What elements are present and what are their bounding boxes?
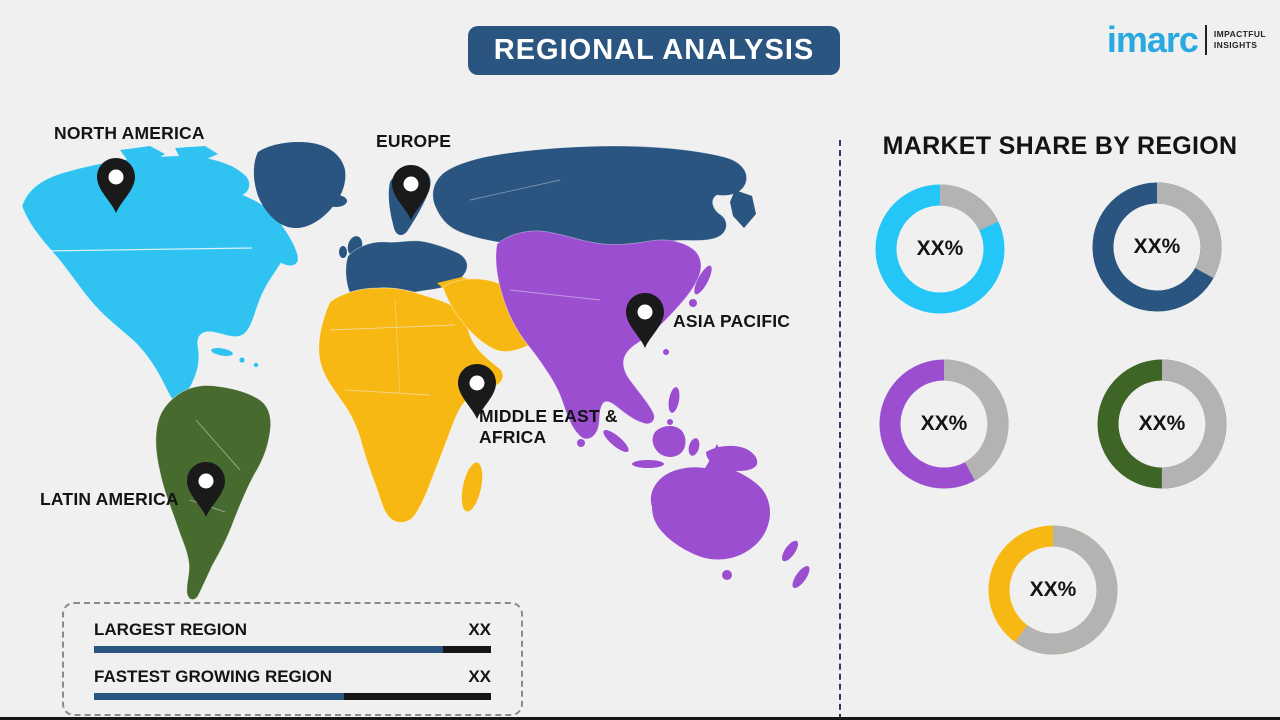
donut-value: XX%	[1138, 412, 1186, 435]
key-bar-fastest	[94, 693, 491, 700]
key-label: LARGEST REGION	[94, 620, 248, 639]
label-europe: EUROPE	[376, 131, 452, 151]
key-value: XX	[468, 620, 491, 639]
panel-divider	[839, 140, 841, 720]
region-north-america	[21, 146, 299, 418]
map-pin-middle-east-africa	[458, 364, 496, 419]
map-pin-asia-pacific	[626, 293, 664, 348]
label-north-america: NORTH AMERICA	[54, 123, 205, 143]
market-share-heading: MARKET SHARE BY REGION	[882, 132, 1238, 160]
key-bar-largest	[94, 646, 491, 653]
donut-north-america: XX%	[875, 184, 1005, 314]
key-row-largest: LARGEST REGION XX	[94, 620, 491, 640]
logo-tagline: IMPACTFUL INSIGHTS	[1213, 29, 1266, 50]
donut-value: XX%	[920, 412, 968, 435]
brand-text: imarc	[1106, 19, 1199, 60]
map-pin-north-america	[97, 158, 135, 213]
label-latin-america: LATIN AMERICA	[40, 489, 179, 509]
map-key-box: LARGEST REGION XX FASTEST GROWING REGION…	[62, 602, 523, 716]
donut-asia-pacific: XX%	[879, 359, 1009, 489]
key-label: FASTEST GROWING REGION	[94, 667, 333, 686]
donut-europe: XX%	[1092, 182, 1222, 312]
key-value: XX	[468, 667, 491, 686]
donut-middle-east-africa: XX%	[988, 525, 1118, 655]
imarc-logo: imarc IMPACTFUL INSIGHTS	[1107, 22, 1266, 58]
donut-latin-america: XX%	[1097, 359, 1227, 489]
map-pin-latin-america	[187, 462, 225, 517]
label-asia-pacific: ASIA PACIFIC	[673, 311, 791, 331]
bottom-edge-line	[0, 717, 1280, 720]
title-banner: REGIONAL ANALYSIS	[468, 26, 840, 75]
donut-value: XX%	[1029, 578, 1077, 601]
key-row-fastest: FASTEST GROWING REGION XX	[94, 667, 491, 687]
donut-value: XX%	[916, 237, 964, 260]
logo-divider	[1204, 25, 1207, 55]
map-pin-europe	[392, 165, 430, 220]
label-middle-east-africa: MIDDLE EAST & AFRICA	[479, 406, 618, 447]
page-title: REGIONAL ANALYSIS	[493, 34, 815, 66]
region-asia-pacific	[495, 230, 810, 589]
donut-value: XX%	[1133, 235, 1181, 258]
